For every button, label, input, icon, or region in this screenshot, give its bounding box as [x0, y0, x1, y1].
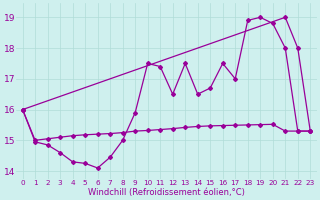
X-axis label: Windchill (Refroidissement éolien,°C): Windchill (Refroidissement éolien,°C) [88, 188, 245, 197]
